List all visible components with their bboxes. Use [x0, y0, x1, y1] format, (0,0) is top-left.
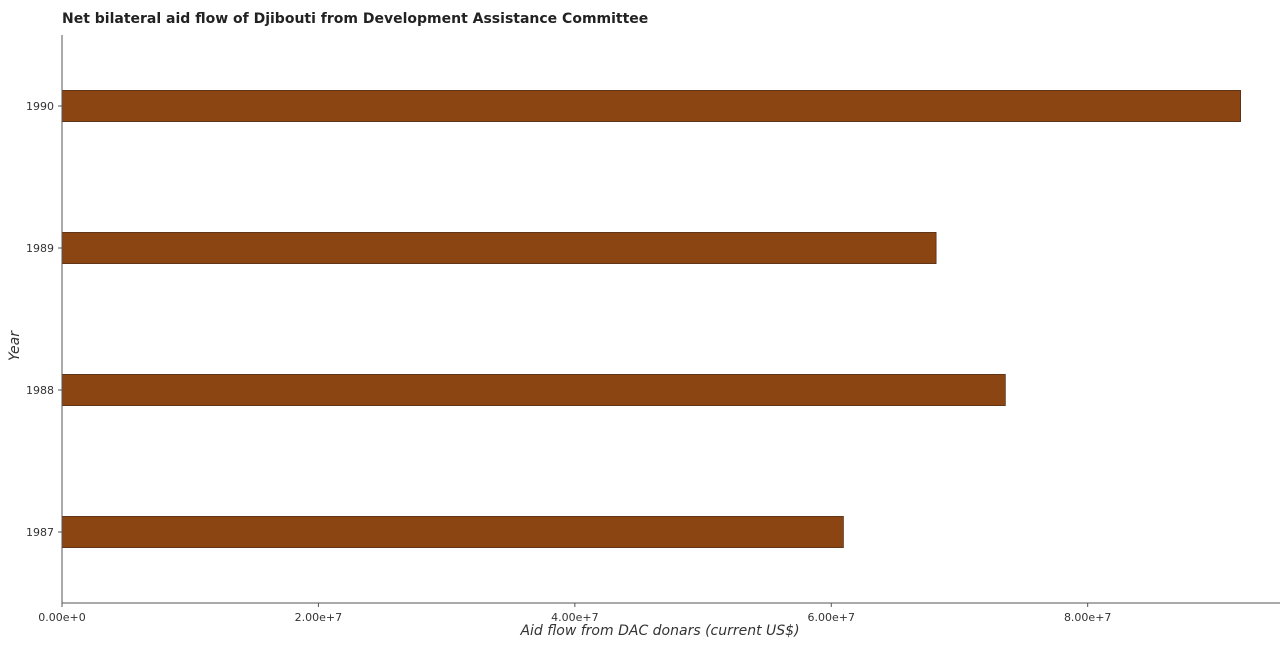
x-tick-label-0: 0.00e+0 [38, 611, 85, 624]
bar-1987 [61, 516, 844, 548]
x-axis-label: Aid flow from DAC donars (current US$) [519, 623, 799, 639]
x-tick-label-4: 8.00e+7 [1064, 611, 1111, 624]
x-ticks-group: 0.00e+0 2.00e+7 4.00e+7 6.00e+7 8.00e+7 [38, 603, 1111, 624]
x-tick-label-2: 4.00e+7 [551, 611, 598, 624]
bar-1989 [61, 232, 937, 264]
y-tick-label-1990: 1990 [26, 100, 54, 113]
y-tick-label-1988: 1988 [26, 384, 54, 397]
y-tick-label-1987: 1987 [26, 526, 54, 539]
x-tick-label-3: 6.00e+7 [808, 611, 855, 624]
chart-title: Net bilateral aid flow of Djibouti from … [62, 11, 648, 27]
y-axis-label: Year [7, 330, 23, 361]
bar-1988 [61, 374, 1006, 406]
y-tick-label-1989: 1989 [26, 242, 54, 255]
x-tick-label-1: 2.00e+7 [295, 611, 342, 624]
bars-group [61, 90, 1241, 548]
bar-1990 [61, 90, 1241, 122]
y-ticks-group: 1987 1988 1989 1990 [26, 100, 62, 539]
